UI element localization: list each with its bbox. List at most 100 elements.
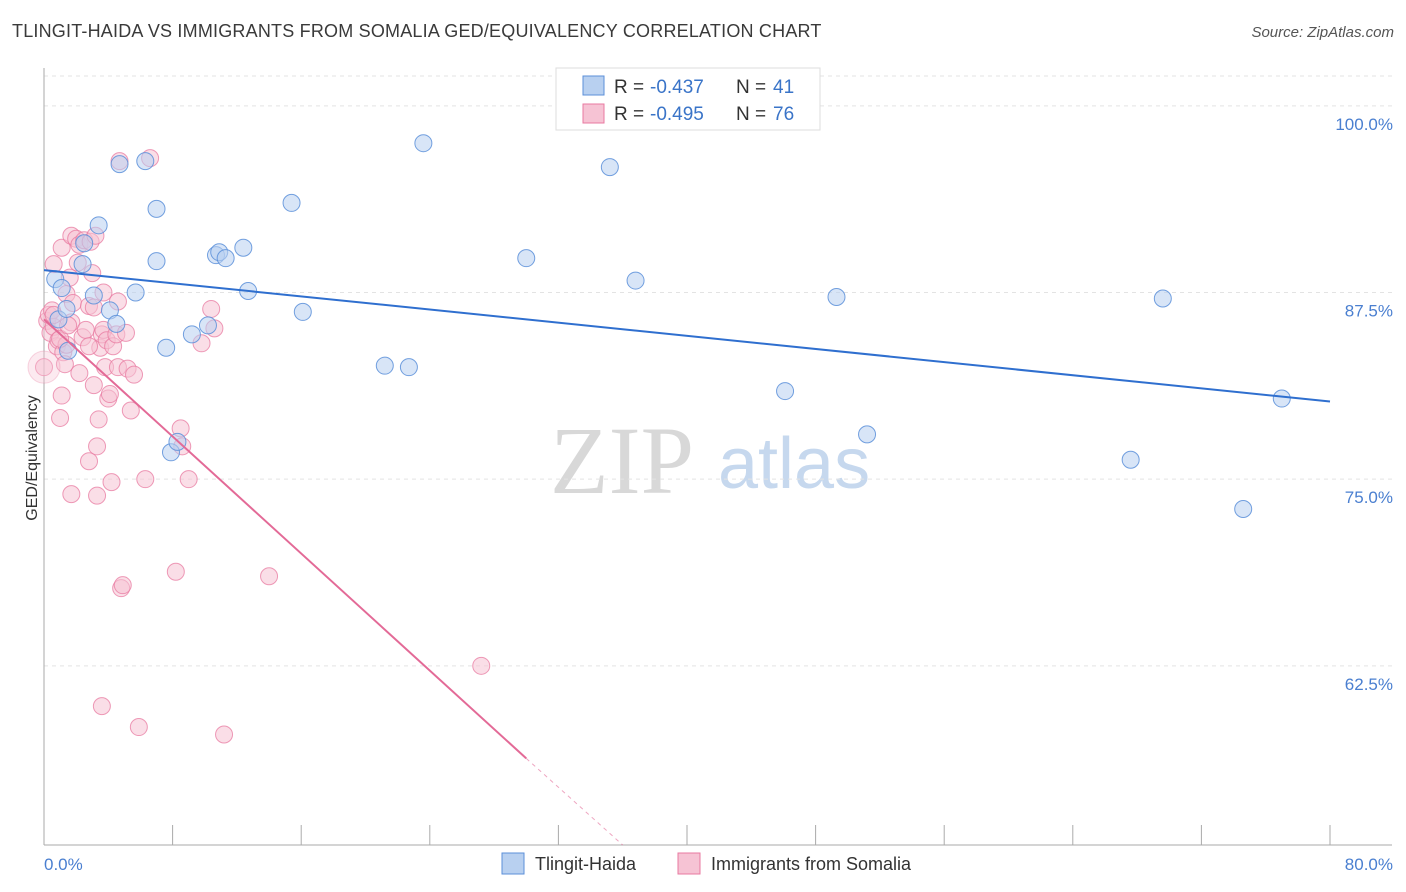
- data-point: [399, 358, 418, 377]
- y-axis-label: GED/Equivalency: [24, 395, 41, 520]
- chart-title: TLINGIT-HAIDA VS IMMIGRANTS FROM SOMALIA…: [12, 21, 822, 41]
- data-point: [136, 470, 155, 489]
- trend-line-immigrants-from-somalia: [43, 318, 527, 760]
- data-point: [121, 401, 140, 420]
- data-point: [626, 271, 645, 290]
- legend-swatch-immigrants-from-somalia: [677, 852, 701, 875]
- data-point: [293, 302, 312, 321]
- data-point: [1153, 289, 1172, 308]
- data-point: [57, 299, 76, 318]
- trend-line-extension: [525, 758, 624, 846]
- legend-n-value: 76: [773, 104, 794, 125]
- data-point: [517, 249, 536, 268]
- data-point: [157, 338, 176, 357]
- legend-r-label: R =: [614, 104, 644, 125]
- x-tick-label: 0.0%: [44, 855, 83, 874]
- series-immigrants-from-somalia: [27, 149, 491, 744]
- data-point: [89, 410, 108, 429]
- data-point: [89, 216, 108, 235]
- data-point: [70, 364, 89, 383]
- data-point: [234, 238, 253, 257]
- legend-swatch-pink: [582, 103, 605, 124]
- data-point: [84, 376, 103, 395]
- y-tick-label: 87.5%: [1345, 302, 1393, 321]
- data-point: [110, 155, 129, 174]
- data-point: [260, 567, 279, 586]
- data-point: [166, 562, 185, 581]
- correlation-legend: R = -0.437 N = 41 R = -0.495 N = 76: [555, 67, 821, 131]
- legend-n-label: N =: [736, 77, 766, 98]
- data-point: [80, 337, 99, 356]
- legend-r-value: -0.437: [650, 77, 704, 98]
- watermark-atlas: atlas: [718, 424, 870, 504]
- data-point: [136, 152, 155, 171]
- x-tick-labels: 0.0% 80.0%: [44, 855, 1393, 874]
- data-point: [27, 350, 61, 384]
- source-credit: Source: ZipAtlas.com: [1251, 24, 1394, 41]
- data-point: [52, 238, 71, 257]
- data-point: [107, 314, 126, 333]
- legend-swatch-blue: [582, 75, 605, 96]
- legend-r-value: -0.495: [650, 104, 704, 125]
- data-point: [62, 485, 81, 504]
- data-point: [147, 252, 166, 271]
- legend-label-immigrants-from-somalia: Immigrants from Somalia: [711, 854, 912, 874]
- watermark-zip: ZIP: [550, 407, 694, 514]
- data-point: [858, 425, 877, 444]
- data-point: [92, 697, 111, 716]
- data-point: [75, 234, 94, 253]
- data-point: [1272, 389, 1291, 408]
- data-point: [216, 249, 235, 268]
- y-tick-label: 100.0%: [1335, 115, 1393, 134]
- data-point: [80, 452, 99, 471]
- data-point: [776, 382, 795, 401]
- data-point: [179, 470, 198, 489]
- series-legend: Tlingit-Haida Immigrants from Somalia: [501, 852, 912, 875]
- data-point: [1234, 500, 1253, 519]
- data-point: [375, 356, 394, 375]
- y-tick-label: 62.5%: [1345, 675, 1393, 694]
- data-point: [147, 199, 166, 218]
- data-point: [129, 718, 148, 737]
- watermark: ZIP atlas: [550, 407, 870, 514]
- data-point: [35, 358, 53, 377]
- data-point: [102, 473, 121, 492]
- legend-swatch-tlingit-haida: [501, 852, 525, 875]
- series-tlingit-haida: [46, 134, 1291, 519]
- trend-line-tlingit-haida: [43, 269, 1331, 403]
- data-point: [113, 576, 132, 595]
- x-tick-label: 80.0%: [1345, 855, 1393, 874]
- data-point: [215, 725, 234, 744]
- data-point: [84, 286, 103, 305]
- data-point: [414, 134, 433, 153]
- legend-n-value: 41: [773, 77, 794, 98]
- data-point: [51, 408, 70, 427]
- y-tick-labels: 62.5% 75.0% 87.5% 100.0%: [1335, 115, 1393, 694]
- legend-n-label: N =: [736, 104, 766, 125]
- data-point: [52, 279, 71, 298]
- data-point: [600, 158, 619, 177]
- data-point: [282, 193, 301, 212]
- data-point: [472, 656, 491, 675]
- legend-label-tlingit-haida: Tlingit-Haida: [535, 854, 637, 874]
- data-point: [202, 299, 221, 318]
- legend-r-label: R =: [614, 77, 644, 98]
- data-point: [126, 283, 145, 302]
- axes: [43, 68, 1392, 846]
- data-point: [76, 320, 95, 339]
- data-point: [73, 255, 92, 274]
- data-point: [1121, 450, 1140, 469]
- data-point: [52, 386, 71, 405]
- gridlines: [44, 75, 1392, 667]
- data-point: [100, 385, 119, 404]
- trend-lines: [43, 269, 1331, 846]
- data-point: [88, 486, 107, 505]
- y-tick-label: 75.0%: [1345, 488, 1393, 507]
- data-point: [198, 316, 217, 335]
- data-point: [182, 325, 201, 344]
- data-point: [59, 341, 78, 360]
- data-point: [827, 287, 846, 306]
- data-point: [88, 437, 107, 456]
- data-point: [125, 365, 144, 384]
